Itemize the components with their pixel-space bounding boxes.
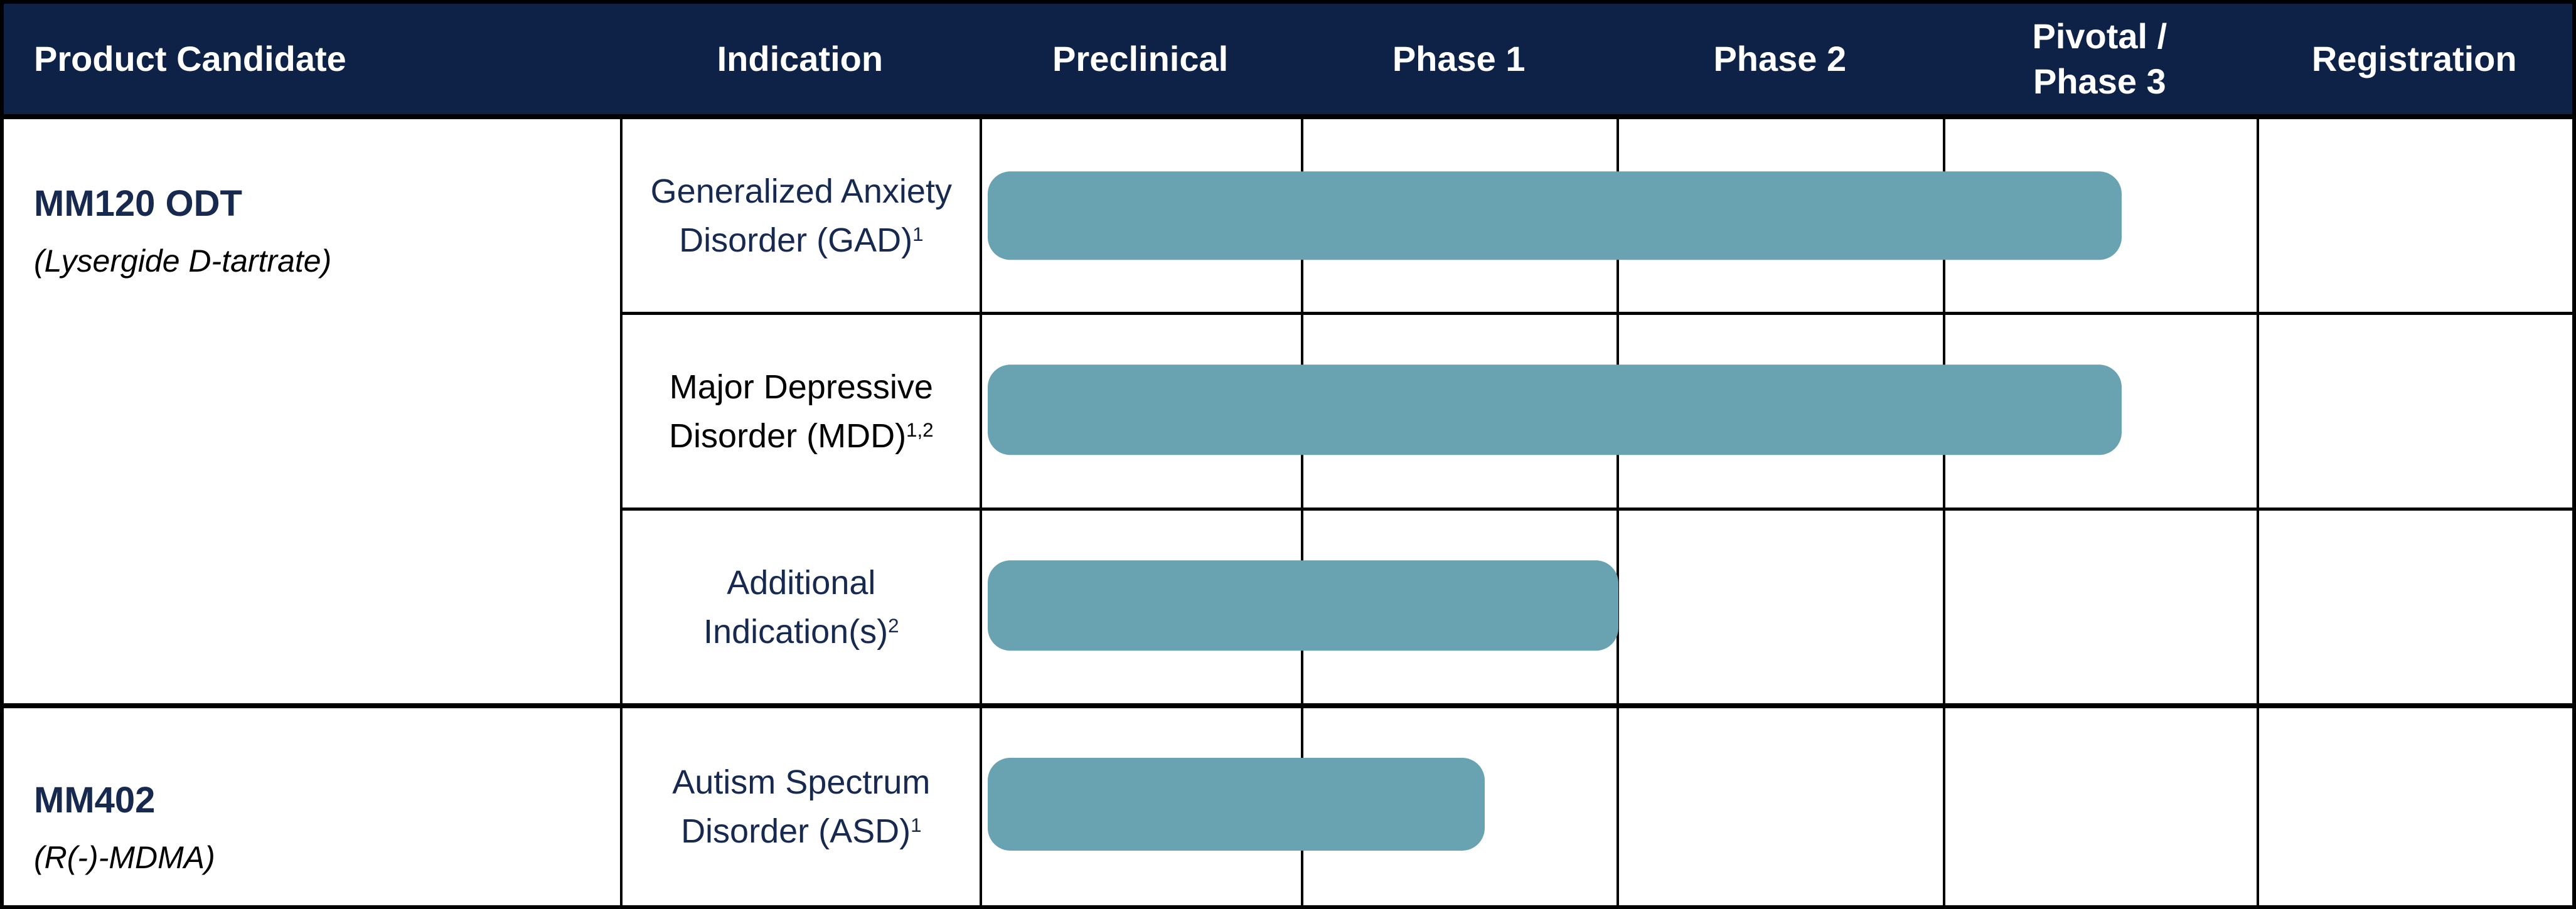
indication-label: Autism Spectrum Disorder (ASD)1	[672, 763, 931, 851]
product-compound: (Lysergide D-tartrate)	[34, 243, 332, 279]
phase-cell	[1617, 119, 1943, 312]
indication-cell-gad: Generalized Anxiety Disorder (GAD)1	[620, 119, 980, 312]
column-header-label: Preclinical	[1052, 38, 1229, 78]
phase-cell	[1617, 703, 1943, 905]
indication-label: Major Depressive Disorder (MDD)1,2	[669, 368, 934, 455]
phase-cell	[1943, 312, 2257, 508]
column-header-phase-1: Phase 1	[1300, 4, 1617, 119]
product-cell-mm402: MM402 (R(-)-MDMA)	[4, 703, 621, 905]
column-header-label: Phase 2	[1713, 38, 1847, 78]
product-cell-mm120-odt: MM120 ODT (Lysergide D-tartrate)	[4, 119, 621, 704]
phase-cell	[1300, 119, 1617, 312]
indication-cell-additional: Additional Indication(s)2	[620, 508, 980, 704]
footnote-superscript: 2	[888, 614, 899, 637]
column-header-pivotal-phase-3: Pivotal / Phase 3	[1943, 4, 2257, 119]
phase-cell	[2256, 508, 2572, 704]
column-header-label: Product Candidate	[34, 38, 346, 78]
footnote-superscript: 1	[911, 814, 922, 836]
phase-cell	[1617, 508, 1943, 704]
phase-cell	[1300, 312, 1617, 508]
phase-cell	[1943, 119, 2257, 312]
footnote-superscript: 1	[912, 223, 924, 245]
column-header-label: Phase 1	[1392, 38, 1526, 78]
indication-label: Generalized Anxiety Disorder (GAD)1	[650, 172, 952, 259]
column-header-label: Registration	[2311, 38, 2517, 78]
column-header-label: Indication	[717, 38, 884, 78]
phase-cell	[2256, 703, 2572, 905]
phase-cell	[1943, 703, 2257, 905]
column-header-preclinical: Preclinical	[980, 4, 1301, 119]
indication-cell-asd: Autism Spectrum Disorder (ASD)1	[620, 703, 980, 905]
phase-cell	[980, 508, 1301, 704]
phase-cell	[980, 119, 1301, 312]
phase-cell	[1300, 508, 1617, 704]
product-name: MM402	[34, 780, 156, 821]
indication-cell-mdd: Major Depressive Disorder (MDD)1,2	[620, 312, 980, 508]
phase-cell	[1943, 508, 2257, 704]
column-header-phase-2: Phase 2	[1617, 4, 1943, 119]
indication-label: Additional Indication(s)2	[703, 563, 899, 651]
phase-cell	[980, 703, 1301, 905]
phase-cell	[980, 312, 1301, 508]
column-header-product-candidate: Product Candidate	[4, 4, 621, 119]
product-compound: (R(-)-MDMA)	[34, 840, 215, 876]
phase-cell	[1300, 703, 1617, 905]
column-header-label: Pivotal / Phase 3	[2032, 16, 2167, 101]
footnote-superscript: 1,2	[906, 418, 934, 441]
phase-cell	[1617, 312, 1943, 508]
phase-cell	[2256, 312, 2572, 508]
column-header-indication: Indication	[620, 4, 980, 119]
product-name: MM120 ODT	[34, 183, 242, 224]
phase-cell	[2256, 119, 2572, 312]
column-header-registration: Registration	[2256, 4, 2572, 119]
